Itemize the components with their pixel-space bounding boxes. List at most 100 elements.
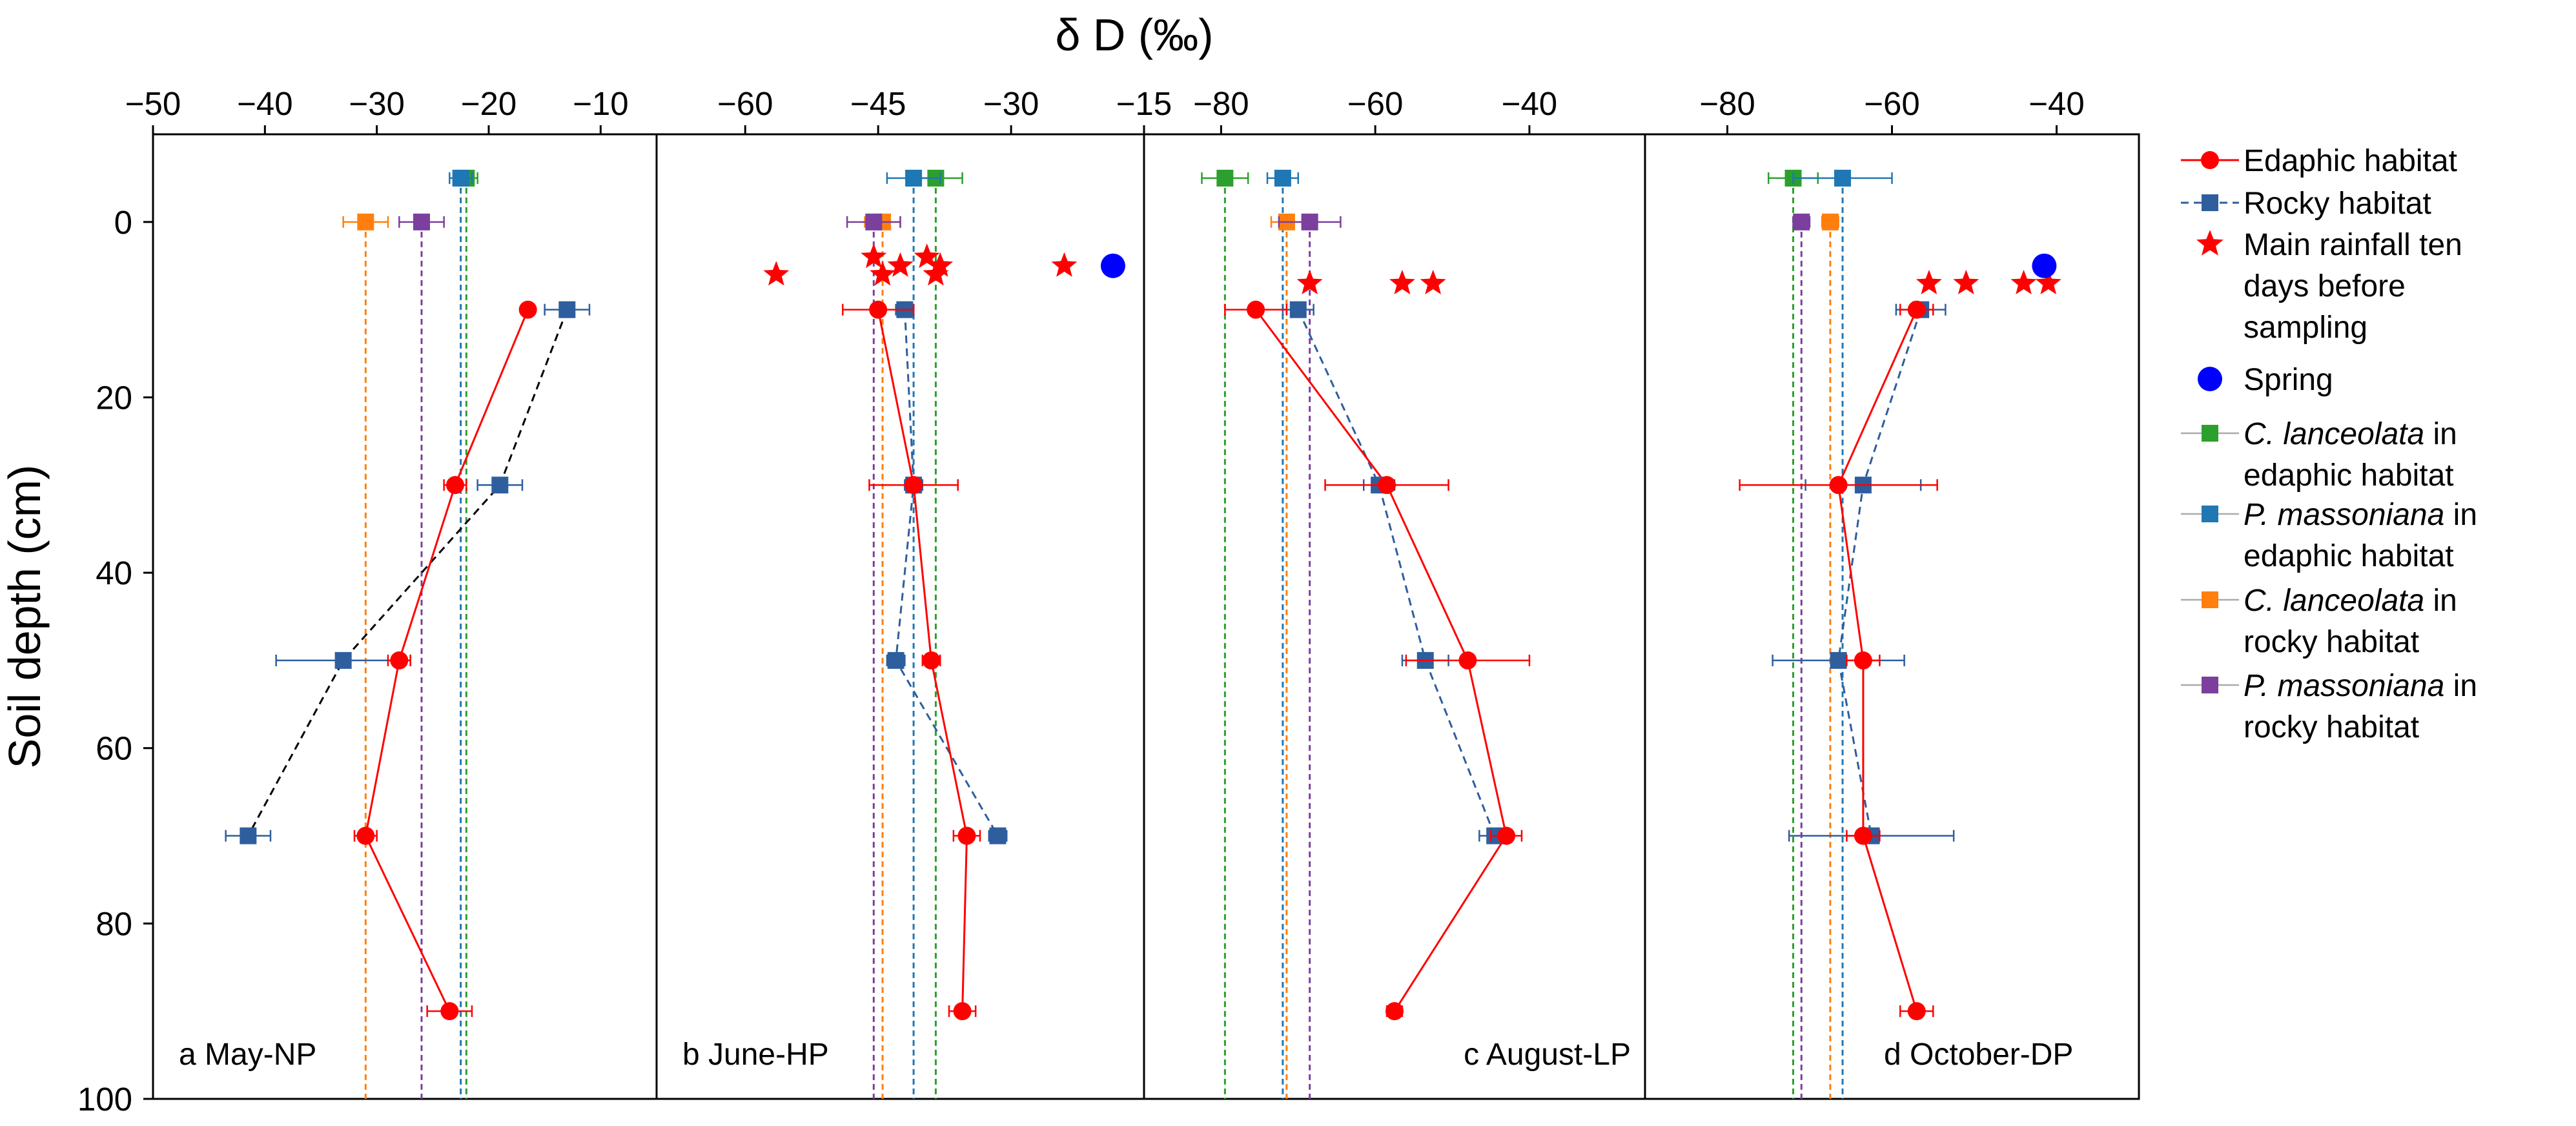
legend-label: Edaphic habitat <box>2244 144 2457 178</box>
legend-label-connector: in <box>2424 584 2457 618</box>
legend-label-line: Main rainfall ten <box>2244 228 2462 262</box>
legend-label-line: rocky habitat <box>2244 710 2419 744</box>
rainfall-star <box>1953 269 1979 294</box>
x-tick-label: −45 <box>850 85 906 122</box>
legend-swatch-marker <box>2202 425 2218 442</box>
legend-label: Rocky habitat <box>2244 187 2431 221</box>
rainfall-star <box>861 243 887 269</box>
legend-label-line: rocky habitat <box>2244 625 2419 659</box>
legend-label-line: sampling <box>2244 311 2367 345</box>
plant-point-p_massoniana_rocky <box>1793 213 1810 230</box>
rocky-habitat-line <box>247 309 568 837</box>
legend-label-line: edaphic habitat <box>2244 458 2454 493</box>
rainfall-star <box>887 252 914 277</box>
plant-point-p_massoniana_edaphic <box>1834 169 1851 187</box>
legend-label-line: Rocky habitat <box>2244 187 2431 221</box>
legend-item-c-lanceolata-edaphic: C. lanceolata in edaphic habitat <box>2181 417 2457 493</box>
legend-label: P. massoniana in edaphic habitat <box>2244 498 2477 573</box>
legend-label-line: edaphic habitat <box>2244 539 2454 573</box>
x-tick-label: −60 <box>1347 85 1404 122</box>
plant-point-p_massoniana_rocky <box>413 213 430 230</box>
legend-item-rocky: Rocky habitat <box>2181 187 2431 221</box>
rainfall-star <box>1916 269 1942 294</box>
plant-point-c_lanceolata_rocky <box>1821 213 1839 230</box>
legend-species-name: C. lanceolata <box>2244 584 2424 618</box>
panel-a: −50 −40 −30 −20 −10 a May-NP <box>125 85 658 1100</box>
edaphic-habitat-point <box>1378 476 1396 495</box>
x-axis-title: δ D (‰) <box>1055 10 1213 60</box>
panel-frame <box>152 133 658 1100</box>
legend-label: C. lanceolata in edaphic habitat <box>2244 417 2457 493</box>
spring-point <box>1100 253 1125 278</box>
panel-label: a May-NP <box>179 1038 316 1072</box>
x-tick-label: −80 <box>1699 85 1755 122</box>
legend-species-name: P. massoniana <box>2244 498 2444 532</box>
panel-d: −80 −60 −40 d October-DP <box>1644 85 2140 1100</box>
legend-swatch-marker <box>2202 677 2218 693</box>
edaphic-habitat-point <box>356 826 375 845</box>
edaphic-habitat-point <box>905 476 923 495</box>
rocky-habitat-point <box>240 827 257 844</box>
panel-label: c August-LP <box>1464 1038 1631 1072</box>
rainfall-star <box>927 252 954 277</box>
panel-label: d October-DP <box>1884 1038 2073 1072</box>
legend-label: P. massoniana in rocky habitat <box>2244 669 2477 744</box>
y-tick-label: 100 <box>77 1081 132 1118</box>
legend: Edaphic habitat Rocky habitat Main rainfal… <box>2181 144 2477 744</box>
rainfall-star <box>763 261 790 286</box>
rainfall-star <box>1389 269 1415 294</box>
edaphic-habitat-point <box>1854 651 1872 670</box>
edaphic-habitat-point <box>1829 476 1848 495</box>
legend-label-connector: in <box>2424 417 2457 451</box>
rainfall-star <box>1051 252 1078 277</box>
rocky-habitat-point <box>989 827 1007 844</box>
x-tick-label: −10 <box>573 85 629 122</box>
y-tick-label: 80 <box>96 905 132 942</box>
y-axis-title: Soil depth (cm) <box>0 465 50 769</box>
plant-point-p_massoniana_rocky <box>1301 213 1318 230</box>
plant-point-p_massoniana_edaphic <box>905 169 923 187</box>
x-tick-label: −15 <box>1116 85 1172 122</box>
chart-panels: −50 −40 −30 −20 −10 a May-NP −60 −45 −30 −15 b Jun… <box>125 85 2140 1100</box>
legend-label-line: Spring <box>2244 363 2333 397</box>
plant-point-p_massoniana_edaphic <box>452 169 469 187</box>
rainfall-star <box>2010 269 2037 294</box>
x-tick-label: −40 <box>237 85 293 122</box>
panel-frame <box>1644 133 2140 1100</box>
edaphic-habitat-point <box>922 651 941 670</box>
edaphic-habitat-point <box>390 651 409 670</box>
plant-point-p_massoniana_edaphic <box>1274 169 1291 187</box>
edaphic-habitat-point <box>1497 826 1516 845</box>
legend-item-p-massoniana-edaphic: P. massoniana in edaphic habitat <box>2181 498 2477 573</box>
legend-item-rainfall: Main rainfall ten days before sampling <box>2196 228 2462 345</box>
spring-point <box>2032 253 2057 278</box>
legend-swatch-marker <box>2201 151 2219 169</box>
rocky-habitat-point <box>1830 651 1847 669</box>
legend-species-name: C. lanceolata <box>2244 417 2424 451</box>
rocky-habitat-point <box>491 476 509 494</box>
panel-label: b June-HP <box>682 1038 829 1072</box>
edaphic-habitat-point <box>1907 300 1926 319</box>
legend-item-p-massoniana-rocky: P. massoniana in rocky habitat <box>2181 669 2477 744</box>
panel-frame <box>655 133 1145 1100</box>
edaphic-habitat-point <box>1907 1002 1926 1021</box>
legend-swatch-marker <box>2198 367 2222 391</box>
plant-point-p_massoniana_rocky <box>865 213 883 230</box>
rainfall-star <box>914 243 940 269</box>
edaphic-habitat-point <box>957 826 976 845</box>
legend-swatch-marker <box>2202 506 2218 522</box>
edaphic-habitat-point <box>518 300 537 319</box>
y-tick-label: 20 <box>96 379 132 416</box>
legend-label-line: Edaphic habitat <box>2244 144 2457 178</box>
rainfall-star <box>2035 269 2061 294</box>
x-tick-label: −20 <box>461 85 517 122</box>
legend-label-connector: in <box>2444 669 2477 703</box>
y-tick-label: 40 <box>96 555 132 591</box>
panel-c: −80 −60 −40 c August-LP <box>1143 85 1646 1100</box>
rocky-habitat-point <box>558 301 576 318</box>
legend-item-edaphic: Edaphic habitat <box>2181 144 2457 178</box>
rocky-habitat-point <box>1289 301 1307 318</box>
legend-label: C. lanceolata in rocky habitat <box>2244 584 2457 659</box>
y-tick-label: 60 <box>96 730 132 767</box>
